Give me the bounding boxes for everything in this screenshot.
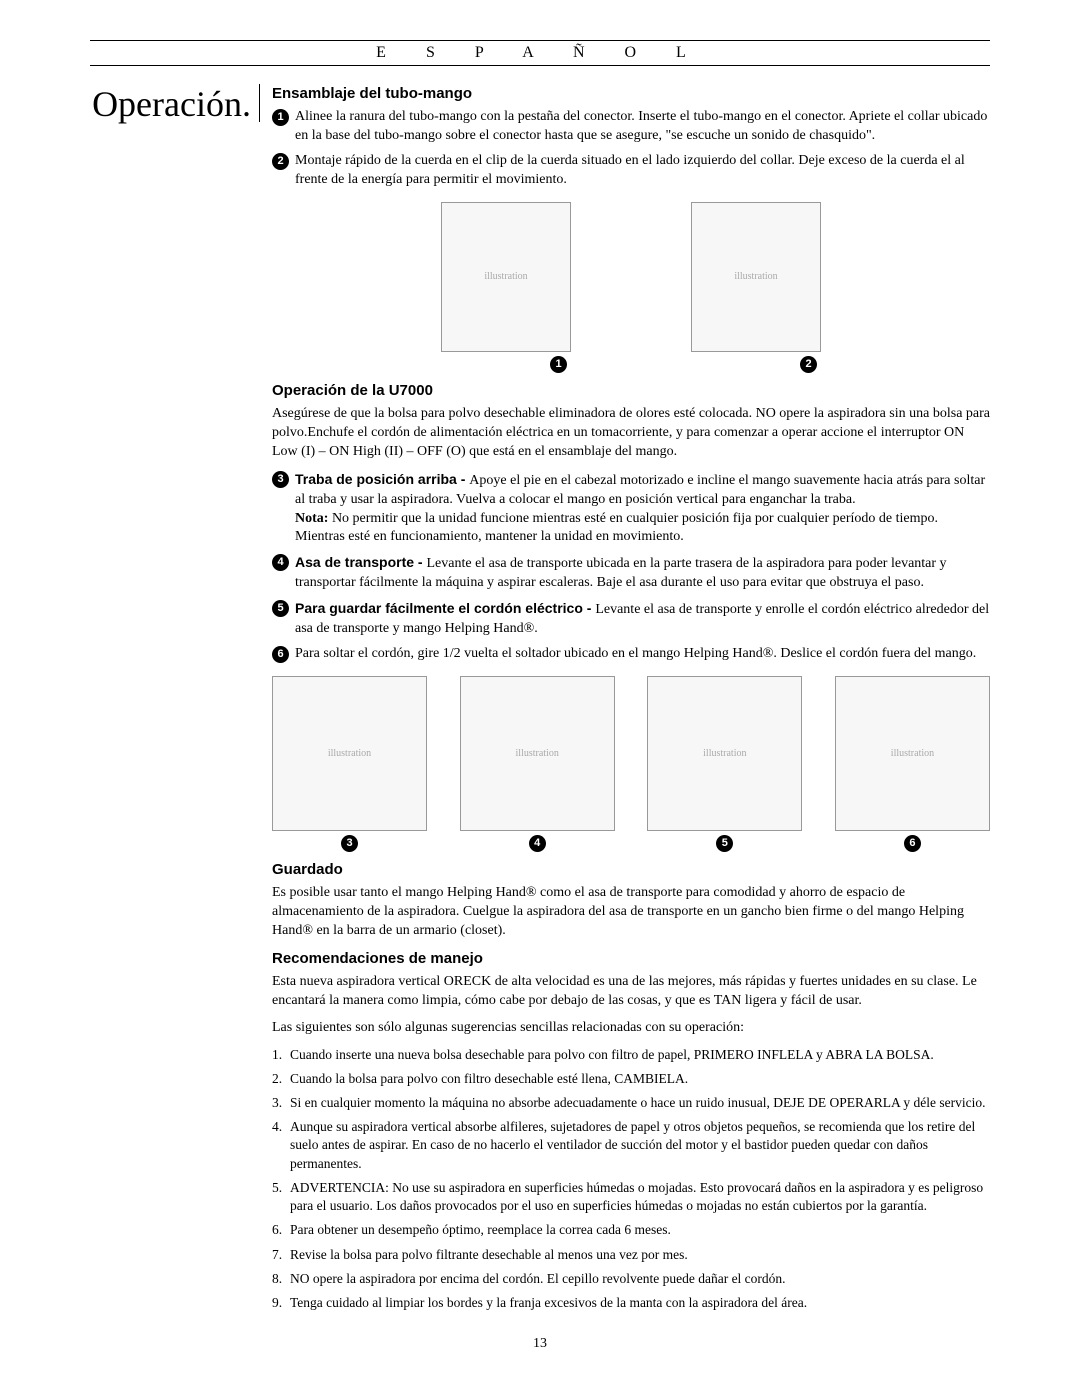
figure-2-image: illustration <box>691 202 821 352</box>
figure-6-label: 6 <box>904 835 921 852</box>
recommendation-list: 1.Cuando inserte una nueva bolsa desecha… <box>272 1046 990 1313</box>
figure-1-image: illustration <box>441 202 571 352</box>
step-4-text: Asa de transporte - Levante el asa de tr… <box>295 553 990 593</box>
figure-3-image: illustration <box>272 676 427 831</box>
step-5-label: Para guardar fácilmente el cordón eléctr… <box>295 600 595 616</box>
figure-row-bottom: illustration 3 illustration 4 illustrati… <box>272 676 990 852</box>
step-6: 6 Para soltar el cordón, gire 1/2 vuelta… <box>272 645 990 664</box>
rec-1: 1.Cuando inserte una nueva bolsa desecha… <box>272 1046 990 1064</box>
heading-storage: Guardado <box>272 860 990 880</box>
rec-intro-2: Las siguientes son sólo algunas sugerenc… <box>272 1019 990 1038</box>
figure-1: illustration 1 <box>441 202 571 373</box>
heading-assembly: Ensamblaje del tubo-mango <box>272 84 990 104</box>
step-number-6: 6 <box>272 646 289 663</box>
rec-9: 9.Tenga cuidado al limpiar los bordes y … <box>272 1294 990 1312</box>
storage-para: Es posible usar tanto el mango Helping H… <box>272 884 990 941</box>
heading-recommendations: Recomendaciones de manejo <box>272 949 990 969</box>
rec-6-text: Para obtener un desempeño óptimo, reempl… <box>290 1221 990 1239</box>
step-5: 5 Para guardar fácilmente el cordón eléc… <box>272 599 990 639</box>
rec-2-text: Cuando la bolsa para polvo con filtro de… <box>290 1070 990 1088</box>
figure-2: illustration 2 <box>691 202 821 373</box>
language-text: E S P A Ñ O L <box>376 44 704 62</box>
step-number-4: 4 <box>272 554 289 571</box>
rec-intro-1: Esta nueva aspiradora vertical ORECK de … <box>272 973 990 1011</box>
step-3-label: Traba de posición arriba - <box>295 471 469 487</box>
rec-7-num: 7. <box>272 1246 290 1264</box>
rec-4-num: 4. <box>272 1118 290 1173</box>
page-number: 13 <box>90 1336 990 1352</box>
figure-1-label: 1 <box>550 356 567 373</box>
step-3-note: No permitir que la unidad funcione mient… <box>295 511 938 545</box>
step-4-label: Asa de transporte - <box>295 554 426 570</box>
step-number-1: 1 <box>272 109 289 126</box>
figure-4-label: 4 <box>529 835 546 852</box>
rec-1-text: Cuando inserte una nueva bolsa desechabl… <box>290 1046 990 1064</box>
rec-7: 7.Revise la bolsa para polvo filtrante d… <box>272 1246 990 1264</box>
step-6-text: Para soltar el cordón, gire 1/2 vuelta e… <box>295 645 990 664</box>
rec-6: 6.Para obtener un desempeño óptimo, reem… <box>272 1221 990 1239</box>
rec-4-text: Aunque su aspiradora vertical absorbe al… <box>290 1118 990 1173</box>
rec-8-text: NO opere la aspiradora por encima del co… <box>290 1270 990 1288</box>
rec-3: 3.Si en cualquier momento la máquina no … <box>272 1094 990 1112</box>
rec-7-text: Revise la bolsa para polvo filtrante des… <box>290 1246 990 1264</box>
rec-2-num: 2. <box>272 1070 290 1088</box>
content-column: Ensamblaje del tubo-mango 1 Alinee la ra… <box>260 84 990 1318</box>
figure-row-top: illustration 1 illustration 2 <box>272 202 990 373</box>
figure-5: illustration 5 <box>647 676 802 852</box>
step-number-5: 5 <box>272 600 289 617</box>
rec-9-text: Tenga cuidado al limpiar los bordes y la… <box>290 1294 990 1312</box>
step-number-3: 3 <box>272 471 289 488</box>
step-3: 3 Traba de posición arriba - Apoye el pi… <box>272 470 990 548</box>
rec-5-num: 5. <box>272 1179 290 1215</box>
step-1: 1 Alinee la ranura del tubo-mango con la… <box>272 108 990 146</box>
rec-9-num: 9. <box>272 1294 290 1312</box>
step-5-text: Para guardar fácilmente el cordón eléctr… <box>295 599 990 639</box>
rec-2: 2.Cuando la bolsa para polvo con filtro … <box>272 1070 990 1088</box>
language-header: E S P A Ñ O L <box>90 40 990 66</box>
figure-5-image: illustration <box>647 676 802 831</box>
figure-3-label: 3 <box>341 835 358 852</box>
step-3-text: Traba de posición arriba - Apoye el pie … <box>295 470 990 548</box>
figure-6-image: illustration <box>835 676 990 831</box>
rec-8-num: 8. <box>272 1270 290 1288</box>
rec-8: 8.NO opere la aspiradora por encima del … <box>272 1270 990 1288</box>
figure-5-label: 5 <box>716 835 733 852</box>
section-title: Operación. <box>90 86 251 122</box>
figure-4-image: illustration <box>460 676 615 831</box>
operation-intro: Asegúrese de que la bolsa para polvo des… <box>272 405 990 462</box>
rec-1-num: 1. <box>272 1046 290 1064</box>
rec-3-num: 3. <box>272 1094 290 1112</box>
left-column: Operación. <box>90 84 260 122</box>
rec-6-num: 6. <box>272 1221 290 1239</box>
step-4: 4 Asa de transporte - Levante el asa de … <box>272 553 990 593</box>
step-2-text: Montaje rápido de la cuerda en el clip d… <box>295 152 990 190</box>
figure-4: illustration 4 <box>460 676 615 852</box>
rec-5: 5.ADVERTENCIA: No use su aspiradora en s… <box>272 1179 990 1215</box>
rec-4: 4.Aunque su aspiradora vertical absorbe … <box>272 1118 990 1173</box>
rec-5-text: ADVERTENCIA: No use su aspiradora en sup… <box>290 1179 990 1215</box>
figure-2-label: 2 <box>800 356 817 373</box>
rec-3-text: Si en cualquier momento la máquina no ab… <box>290 1094 990 1112</box>
figure-3: illustration 3 <box>272 676 427 852</box>
figure-6: illustration 6 <box>835 676 990 852</box>
page-layout: Operación. Ensamblaje del tubo-mango 1 A… <box>90 84 990 1318</box>
step-2: 2 Montaje rápido de la cuerda en el clip… <box>272 152 990 190</box>
step-1-text: Alinee la ranura del tubo-mango con la p… <box>295 108 990 146</box>
heading-operation: Operación de la U7000 <box>272 381 990 401</box>
step-number-2: 2 <box>272 153 289 170</box>
step-3-note-label: Nota: <box>295 511 328 526</box>
